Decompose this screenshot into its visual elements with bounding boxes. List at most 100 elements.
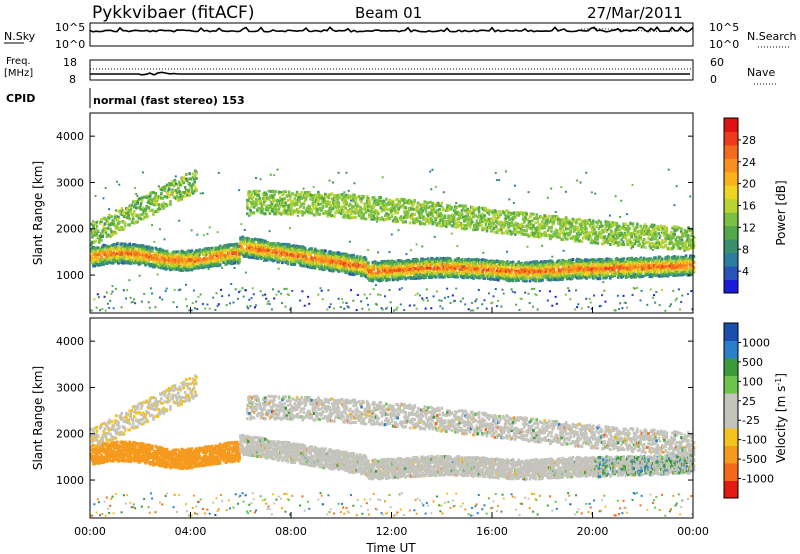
echo-power — [300, 257, 303, 261]
echo-power — [456, 225, 459, 229]
echo-power — [191, 175, 195, 179]
echo-power — [91, 233, 94, 237]
echo-power — [277, 267, 280, 270]
echo-power — [408, 266, 412, 270]
echo-power — [424, 219, 428, 223]
echo-power — [262, 202, 266, 206]
echo-power — [388, 289, 391, 292]
echo-power — [229, 302, 232, 305]
echo-power — [433, 205, 437, 209]
echo-power — [469, 206, 472, 209]
echo-power — [279, 257, 283, 261]
echo-power — [200, 250, 204, 254]
echo-power — [465, 227, 468, 231]
echo-power — [282, 204, 285, 208]
echo-power — [260, 209, 264, 213]
echo-power — [423, 264, 427, 268]
echo-power — [175, 305, 178, 308]
echo-power — [103, 295, 106, 298]
echo-power — [140, 199, 144, 203]
echo-power — [117, 261, 120, 265]
echo-power — [216, 264, 220, 268]
echo-power — [469, 267, 473, 271]
echo-power — [322, 196, 326, 200]
echo-power — [307, 210, 310, 213]
echo-power — [296, 192, 300, 196]
echo-power — [255, 177, 258, 180]
echo-power — [178, 252, 181, 256]
echo-power — [467, 267, 471, 271]
echo-power — [464, 224, 467, 228]
echo-power — [207, 259, 211, 263]
echo-power — [227, 251, 231, 255]
echo-power — [122, 227, 126, 231]
echo-power — [487, 212, 491, 216]
echo-power — [195, 177, 198, 181]
echo-power — [130, 203, 134, 207]
echo-power — [482, 218, 485, 222]
echo-power — [217, 303, 220, 306]
echo-power — [320, 208, 324, 212]
echo-power — [347, 189, 350, 192]
echo-power — [321, 298, 324, 301]
echo-power — [190, 309, 193, 312]
echo-power — [440, 275, 444, 279]
echo-power — [345, 202, 349, 206]
echo-power — [132, 205, 136, 209]
echo-power — [311, 204, 315, 208]
echo-power — [100, 219, 103, 223]
echo-power — [187, 177, 190, 181]
echo-power — [95, 233, 99, 237]
echo-power — [394, 271, 397, 275]
echo-power — [132, 261, 136, 265]
echo-power — [209, 260, 213, 264]
echo-power — [317, 191, 320, 195]
echo-power — [139, 217, 143, 221]
echo-power — [482, 216, 485, 220]
echo-power — [388, 251, 391, 254]
echo-power — [281, 201, 284, 205]
echo-power — [377, 251, 380, 254]
echo-power — [172, 266, 176, 270]
echo-power — [191, 172, 195, 176]
echo-power — [119, 253, 122, 256]
echo-power — [138, 274, 141, 277]
echo-power — [111, 290, 114, 293]
echo-power — [413, 200, 416, 204]
echo-power — [256, 190, 259, 194]
echo-power — [363, 267, 367, 271]
echo-power — [321, 260, 325, 264]
echo-power — [241, 287, 244, 290]
echo-power — [208, 253, 212, 257]
echo-power — [451, 273, 455, 277]
echo-power — [431, 260, 435, 264]
echo-power — [218, 260, 222, 264]
echo-power — [249, 253, 253, 257]
echo-power — [90, 254, 93, 258]
echo-power — [377, 212, 380, 216]
echo-power — [388, 216, 392, 220]
echo-power — [285, 209, 289, 213]
echo-power — [132, 298, 135, 301]
echo-power — [452, 220, 456, 224]
echo-power — [406, 212, 410, 216]
echo-power — [388, 278, 392, 282]
echo-power — [91, 240, 94, 244]
echo-power — [352, 198, 355, 201]
echo-power — [258, 206, 262, 210]
echo-power — [432, 262, 436, 266]
echo-power — [106, 253, 110, 257]
echo-power — [360, 216, 363, 220]
echo-power — [429, 270, 432, 274]
echo-power — [331, 181, 334, 184]
echo-power — [435, 268, 439, 272]
echo-power — [475, 219, 479, 223]
echo-power — [282, 211, 285, 215]
echo-power — [138, 197, 142, 201]
echo-power — [94, 227, 98, 231]
echo-power — [477, 222, 480, 225]
echo-power — [457, 257, 461, 261]
echo-power — [259, 290, 262, 293]
echo-power — [269, 200, 273, 204]
echo-power — [483, 226, 487, 230]
